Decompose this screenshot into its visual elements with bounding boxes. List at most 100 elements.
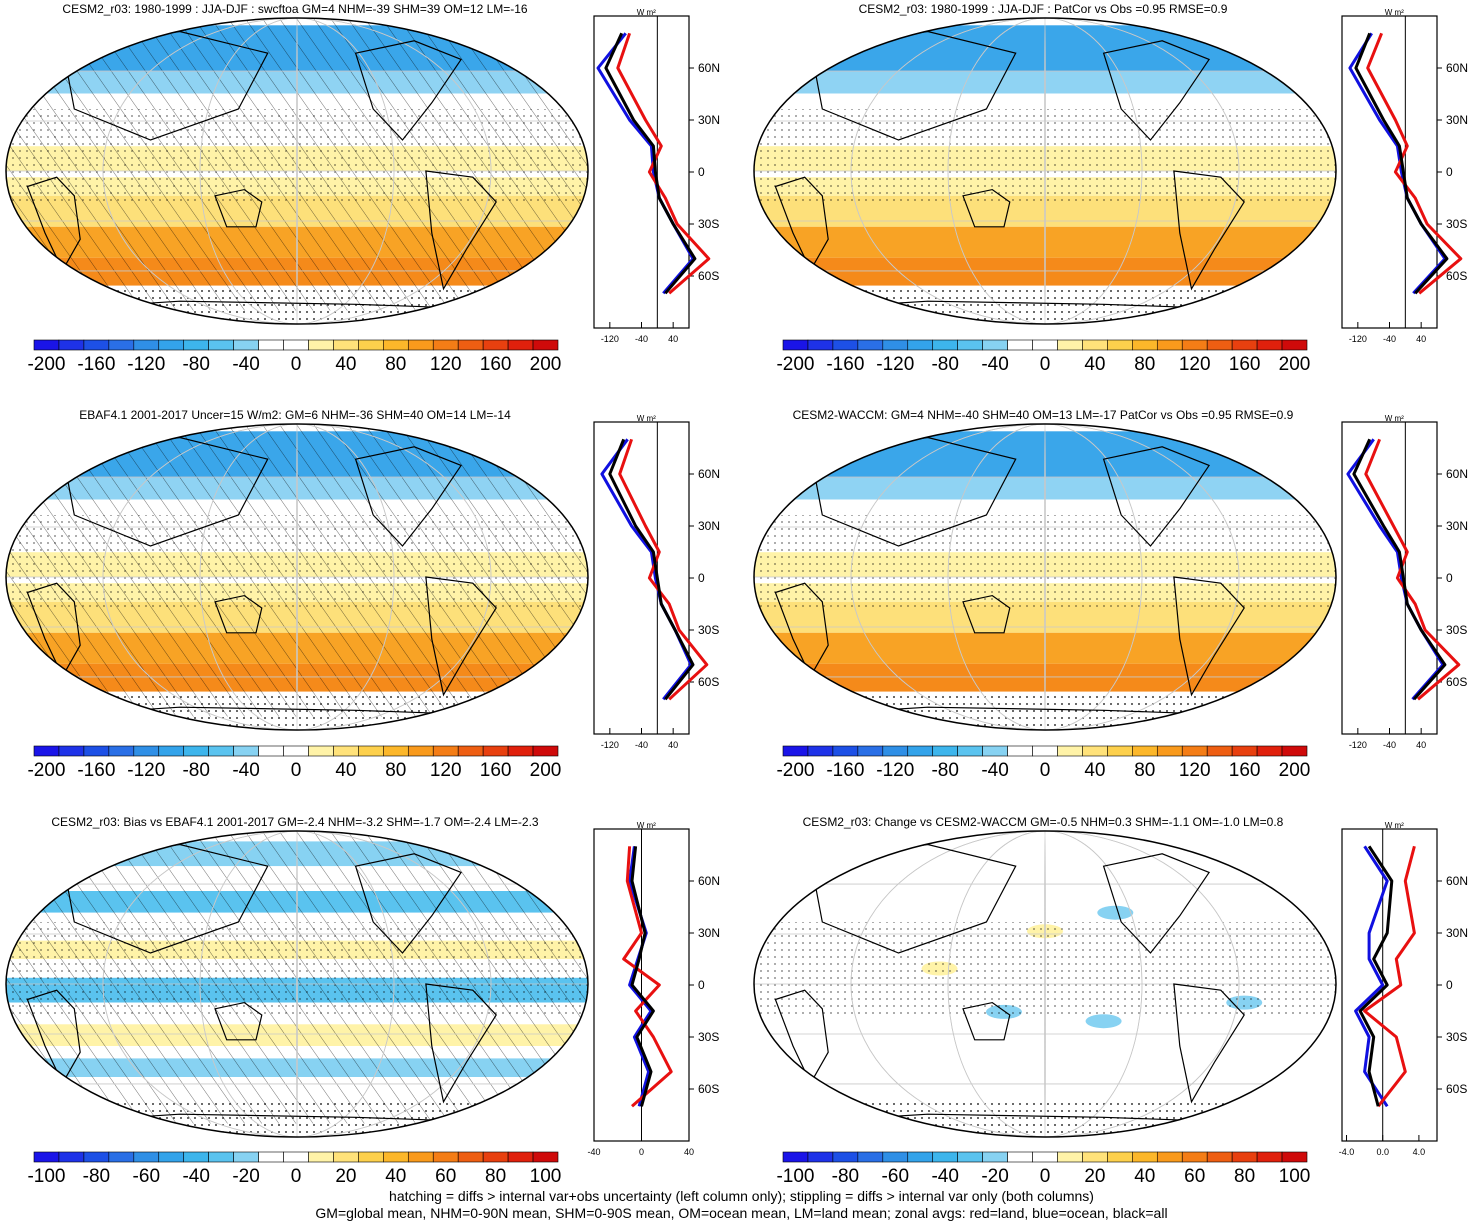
colorbar (782, 745, 1308, 757)
lat-tick-label: 0 (698, 978, 705, 992)
lat-tick-label: 60N (698, 467, 720, 481)
colorbar-swatch (1107, 1151, 1133, 1163)
coastline (26, 989, 81, 1085)
zonal-unit-label: W m² (637, 414, 656, 423)
global-map (5, 423, 589, 731)
colorbar-tick-label: 40 (335, 354, 357, 375)
colorbar-swatch (183, 339, 209, 351)
lat-tick-label: 0 (698, 165, 705, 179)
lat-tick-label: 0 (1446, 165, 1453, 179)
colorbar-swatch (283, 745, 309, 757)
coastline (354, 40, 463, 141)
lat-tick-label: 30S (1446, 1030, 1467, 1044)
zonal-mean-plot: W m² 60N 30N 0 30S 60S -40 0 40 (587, 821, 720, 1157)
lat-tick-label: 0 (1446, 978, 1453, 992)
colorbar-tick-label: 200 (529, 760, 562, 781)
colorbar-tick-label: -120 (876, 760, 915, 781)
x-tick-label: 0 (639, 1147, 644, 1157)
graticule-line (850, 424, 1240, 730)
colorbar-tick-label: 20 (1084, 1166, 1106, 1187)
colorbar-swatch (333, 1151, 359, 1163)
zonal-mean-plot: W m² 60N 30N 0 30S 60S -4.0 0.0 4.0 (1339, 821, 1468, 1157)
colorbar (33, 339, 559, 351)
graticule-line (296, 831, 298, 1137)
colorbar-swatch (258, 745, 284, 757)
coastline (425, 170, 497, 291)
colorbar-swatch (857, 1151, 884, 1163)
lat-tick-label: 30S (1446, 623, 1467, 637)
zonal-series-ocean (1354, 845, 1389, 1108)
colorbar-swatch (33, 339, 60, 351)
map-anomaly-patch (1085, 1014, 1122, 1029)
colorbar-swatch (358, 745, 384, 757)
colorbar-swatch (782, 339, 809, 351)
coastline (354, 446, 463, 547)
colorbar-swatch (1082, 339, 1108, 351)
colorbar-swatch (333, 745, 359, 757)
colorbar-swatch (932, 1151, 958, 1163)
graticule-line (102, 424, 492, 730)
x-tick-label: -40 (635, 740, 648, 750)
colorbar-swatch (807, 745, 834, 757)
stippling-antarctica (754, 288, 1336, 324)
zonal-series-land (1366, 32, 1463, 295)
colorbar-swatch (1281, 745, 1308, 757)
x-tick-label: 40 (668, 334, 678, 344)
lat-tick-label: 30S (698, 217, 719, 231)
colorbar-tick-label: 20 (335, 1166, 357, 1187)
colorbar-tick-label: 0 (1039, 354, 1051, 375)
colorbar-swatch (1007, 745, 1033, 757)
colorbar-swatch (832, 745, 859, 757)
lat-tick-label: 30N (698, 519, 720, 533)
colorbar-tick-label: -20 (232, 1166, 260, 1187)
colorbar-swatch (832, 339, 859, 351)
graticule-line (296, 424, 298, 730)
colorbar-swatch (807, 339, 834, 351)
colorbar-tick-label: 80 (1134, 760, 1156, 781)
x-tick-label: 0.0 (1376, 1147, 1389, 1157)
stippling-antarctica (754, 694, 1336, 730)
colorbar-swatch (907, 1151, 934, 1163)
colorbar-swatch (83, 339, 110, 351)
colorbar-swatch (133, 1151, 160, 1163)
lat-tick-label: 30S (698, 1030, 719, 1044)
coastline (1173, 576, 1245, 697)
colorbar-swatch (807, 1151, 834, 1163)
colorbar-swatch (482, 339, 509, 351)
colorbar-swatch (233, 1151, 259, 1163)
colorbar-tick-label: -120 (127, 354, 166, 375)
colorbar-swatch (982, 1151, 1008, 1163)
colorbar-swatch (333, 339, 359, 351)
colorbar-tick-label: -40 (981, 760, 1009, 781)
zonal-mean-plot: W m² 60N 30N 0 30S 60S -120 -40 40 (1341, 414, 1468, 750)
colorbar-tick-label: -80 (182, 760, 210, 781)
zonal-unit-label: W m² (1385, 414, 1404, 423)
colorbar-swatch (33, 1151, 60, 1163)
coastline (774, 176, 829, 272)
colorbar-swatch (1032, 1151, 1058, 1163)
colorbar-swatch (532, 339, 559, 351)
lat-tick-label: 60S (698, 675, 719, 689)
colorbar-swatch (1181, 339, 1208, 351)
colorbar-swatch (33, 745, 60, 757)
zonal-series-all (608, 438, 695, 701)
colorbar-tick-label: -100 (776, 1166, 815, 1187)
colorbar-swatch (432, 1151, 459, 1163)
colorbar (33, 1151, 559, 1163)
zonal-series-all (630, 846, 655, 1107)
colorbar-swatch (1107, 339, 1133, 351)
lat-tick-label: 30N (1446, 926, 1468, 940)
global-map (753, 830, 1337, 1138)
map-field (6, 831, 588, 1137)
colorbar-swatch (1007, 1151, 1033, 1163)
lat-tick-label: 60S (1446, 675, 1467, 689)
x-tick-label: -40 (635, 334, 648, 344)
zonal-unit-label: W m² (1385, 8, 1404, 17)
coastline (354, 853, 463, 954)
global-map (753, 423, 1337, 731)
footer-note-hatching: hatching = diffs > internal var+obs unce… (389, 1188, 1094, 1204)
zonal-series-land (618, 438, 709, 701)
graticule-line (850, 18, 1240, 324)
colorbar-swatch (982, 745, 1008, 757)
colorbar-swatch (457, 745, 484, 757)
